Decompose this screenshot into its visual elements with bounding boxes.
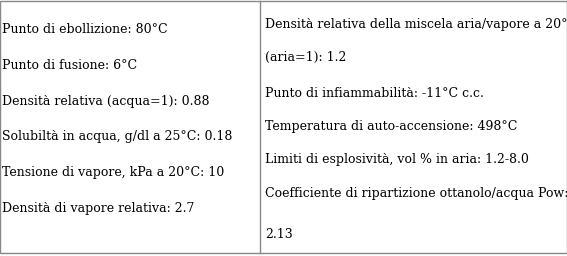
Text: Densità relativa della miscela aria/vapore a 20°C: Densità relativa della miscela aria/vapo…	[265, 18, 567, 31]
Text: Punto di ebollizione: 80°C: Punto di ebollizione: 80°C	[2, 23, 167, 36]
Text: Limiti di esplosività, vol % in aria: 1.2-8.0: Limiti di esplosività, vol % in aria: 1.…	[265, 154, 529, 166]
Text: (aria=1): 1.2: (aria=1): 1.2	[265, 51, 347, 64]
Text: 2.13: 2.13	[265, 228, 293, 241]
Text: Temperatura di auto-accensione: 498°C: Temperatura di auto-accensione: 498°C	[265, 120, 518, 133]
Text: Punto di infiammabilità: -11°C c.c.: Punto di infiammabilità: -11°C c.c.	[265, 87, 484, 100]
Text: Punto di fusione: 6°C: Punto di fusione: 6°C	[2, 59, 137, 72]
Text: Densità relativa (acqua=1): 0.88: Densità relativa (acqua=1): 0.88	[2, 95, 209, 108]
Text: Densità di vapore relativa: 2.7: Densità di vapore relativa: 2.7	[2, 202, 194, 215]
Text: Solubiltà in acqua, g/dl a 25°C: 0.18: Solubiltà in acqua, g/dl a 25°C: 0.18	[2, 131, 232, 143]
Text: Tensione di vapore, kPa a 20°C: 10: Tensione di vapore, kPa a 20°C: 10	[2, 166, 224, 179]
Text: Coefficiente di ripartizione ottanolo/acqua Pow:: Coefficiente di ripartizione ottanolo/ac…	[265, 187, 567, 200]
